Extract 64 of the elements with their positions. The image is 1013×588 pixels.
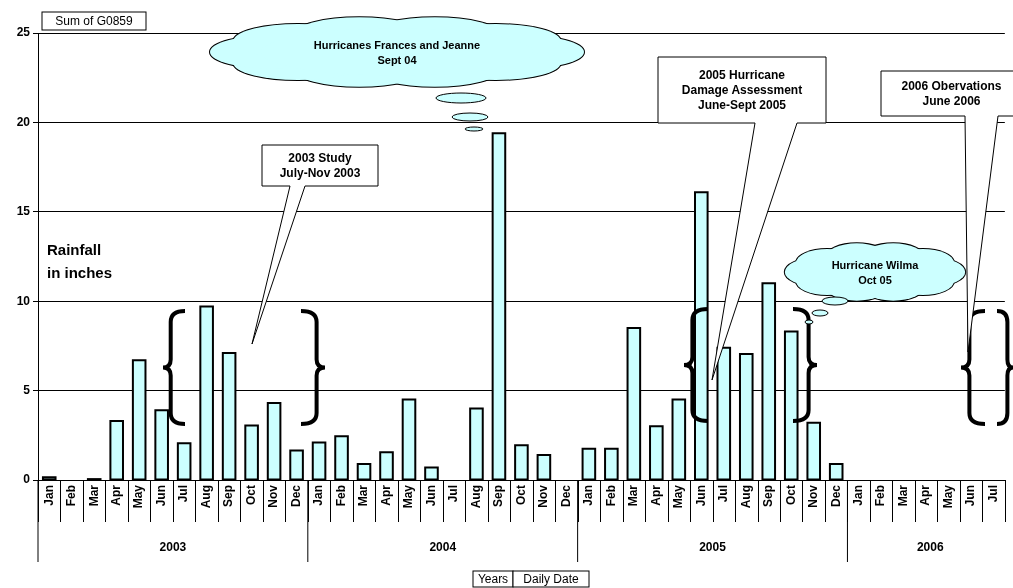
- field-button: Daily Date: [512, 570, 590, 588]
- x-tick-label: Jul: [446, 485, 461, 503]
- x-tick-label: Oct: [783, 485, 798, 506]
- y-axis-title: Rainfall in inches: [47, 240, 113, 283]
- x-tick-label: Sep: [221, 485, 236, 508]
- x-tick-label: Jan: [41, 485, 56, 506]
- text: 2006: [916, 540, 944, 555]
- x-tick-label: Jan: [851, 485, 865, 506]
- text: 2004: [429, 540, 457, 555]
- x-tick-label: Jan: [581, 485, 596, 506]
- x-tick-label: Oct: [243, 485, 258, 506]
- x-tick-label: Feb: [64, 485, 79, 507]
- x-tick-label: Aug: [198, 485, 213, 509]
- x-tick-label: Jun: [153, 485, 168, 507]
- annotation: 2006 Obervations June 2006: [901, 79, 1002, 108]
- x-tick-label: Aug: [738, 485, 753, 509]
- x-tick-label: Feb: [873, 485, 888, 507]
- y-tick-label: 25: [16, 25, 31, 40]
- speech-callout: 2003 Study July-Nov 2003: [251, 144, 379, 345]
- x-tick-label: Oct: [513, 485, 528, 506]
- y-tick-label: 15: [16, 204, 31, 219]
- x-tick-label: Nov: [266, 484, 281, 508]
- x-tick-label: Dec: [828, 484, 843, 508]
- x-tick-label: Jun: [693, 485, 708, 507]
- x-tick-label: Jul: [716, 485, 731, 503]
- x-tick-label: Nov: [536, 484, 551, 508]
- y-tick-label: 0: [23, 472, 31, 487]
- x-tick-label: Jul: [985, 485, 1000, 503]
- x-tick-label: Apr: [109, 484, 124, 506]
- x-tick-label: Feb: [603, 485, 618, 507]
- x-tick-label: Feb: [333, 485, 348, 507]
- annotation: 2003 Study July-Nov 2003: [279, 151, 361, 180]
- speech-callout: 2005 Hurricane Damage Assessment June-Sept 2005: [657, 56, 827, 381]
- field-button: Years: [472, 570, 514, 588]
- y-tick-label: 20: [16, 114, 31, 129]
- x-tick-label: Dec: [288, 484, 303, 508]
- y-tick-label: 10: [16, 293, 31, 308]
- x-tick-label: Mar: [895, 484, 910, 507]
- y-tick-label: 5: [23, 382, 31, 397]
- x-tick-label: Dec: [558, 484, 573, 508]
- x-tick-label: Jan: [311, 485, 326, 506]
- x-tick-label: Mar: [356, 484, 371, 507]
- x-tick-label: May: [940, 484, 955, 509]
- x-tick-label: Jun: [423, 485, 438, 507]
- x-tick-label: Sep: [491, 485, 506, 508]
- x-tick-label: Mar: [626, 484, 641, 507]
- x-tick-label: Apr: [918, 484, 933, 506]
- x-tick-label: Aug: [468, 485, 483, 509]
- x-tick-label: Jun: [963, 485, 978, 507]
- x-tick-label: May: [671, 484, 686, 509]
- text: 2005: [699, 540, 727, 555]
- x-tick-label: May: [131, 484, 146, 509]
- annotation: 2005 Hurricane Damage Assessment June-Sept 2005: [681, 68, 803, 112]
- x-tick-label: Sep: [761, 485, 776, 508]
- x-tick-label: Mar: [86, 484, 101, 507]
- x-tick-label: Jul: [176, 485, 191, 503]
- annotation: Hurricane Wilma Oct 05: [831, 258, 920, 286]
- x-tick-label: Apr: [378, 484, 393, 506]
- annotation: Hurricanes Frances and Jeanne Sept 04: [313, 38, 481, 66]
- x-tick-label: May: [401, 484, 416, 509]
- x-tick-label: Nov: [806, 484, 821, 508]
- x-tick-label: Apr: [648, 484, 663, 506]
- text: 2003: [159, 540, 187, 555]
- field-button: Sum of G0859: [41, 11, 147, 31]
